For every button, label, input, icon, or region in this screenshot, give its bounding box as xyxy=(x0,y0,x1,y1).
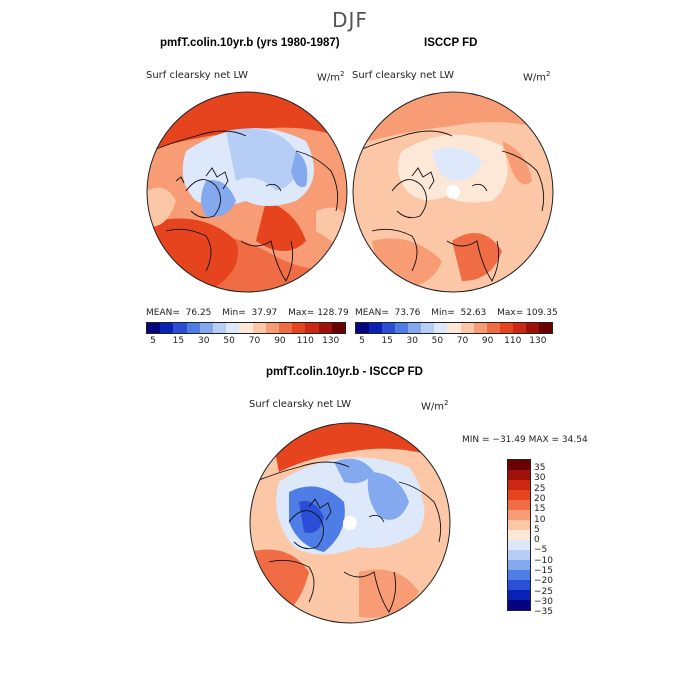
colorbar-swatch xyxy=(538,323,552,333)
colorbar-swatch xyxy=(356,323,370,333)
colorbar-tick-label: 30 xyxy=(198,336,210,346)
colorbar-swatch xyxy=(508,530,530,540)
diff-panel-title: pmfT.colin.10yr.b - ISCCP FD xyxy=(266,366,423,378)
colorbar-tick-label: −20 xyxy=(534,576,553,587)
colorbar-tick-label: 35 xyxy=(534,463,546,473)
colorbar-tick-label: 5 xyxy=(359,336,365,346)
colorbar-tick-label: 30 xyxy=(406,336,418,346)
colorbar-swatch xyxy=(279,323,293,333)
colorbar-swatch xyxy=(395,323,409,333)
colorbar-tick-label: 130 xyxy=(322,336,340,346)
colorbar-tick-label: 50 xyxy=(431,336,444,346)
right-colorbar xyxy=(355,322,553,334)
colorbar-tick-label: 5 xyxy=(534,524,540,535)
colorbar-swatch xyxy=(508,570,530,580)
colorbar-tick-label: −10 xyxy=(534,555,553,566)
colorbar-tick-label: −25 xyxy=(534,586,553,597)
colorbar-tick-label: 10 xyxy=(534,514,546,525)
colorbar-swatch xyxy=(508,490,530,500)
colorbar-swatch xyxy=(508,520,530,530)
colorbar-tick-label: 15 xyxy=(534,504,546,515)
colorbar-swatch xyxy=(460,323,474,333)
colorbar-swatch xyxy=(525,323,539,333)
colorbar-tick-label: 90 xyxy=(481,336,494,346)
left-colorbar xyxy=(146,322,346,334)
colorbar-tick-label: 15 xyxy=(381,336,393,346)
right-stats: MEAN= 73.76 Min= 52.63 Max= 109.35 xyxy=(355,308,558,318)
colorbar-swatch xyxy=(434,323,448,333)
colorbar-swatch xyxy=(508,540,530,550)
colorbar-swatch xyxy=(508,460,530,470)
colorbar-tick-label: 70 xyxy=(248,336,261,346)
colorbar-tick-label: 130 xyxy=(529,336,547,346)
colorbar-swatch xyxy=(147,323,161,333)
left-colorbar-ticks: 5 15 30 50 70 90 110 130 xyxy=(146,336,346,348)
colorbar-swatch xyxy=(382,323,396,333)
colorbar-swatch xyxy=(199,323,214,333)
colorbar-swatch xyxy=(508,510,530,520)
diff-variable-label: Surf clearsky net LW xyxy=(249,399,352,410)
colorbar-tick-label: 110 xyxy=(504,336,522,346)
colorbar-swatch xyxy=(508,600,530,610)
colorbar-swatch xyxy=(252,323,266,333)
colorbar-tick-label: 25 xyxy=(534,483,546,494)
colorbar-swatch xyxy=(508,560,530,570)
colorbar-tick-label: −30 xyxy=(534,596,553,607)
colorbar-swatch xyxy=(508,590,530,600)
left-panel-title: pmfT.colin.10yr.b (yrs 1980-1987) xyxy=(160,37,340,49)
left-stats: MEAN= 76.25 Min= 37.97 Max= 128.79 xyxy=(146,308,349,318)
diff-colorbar-ticks: 35 30 25 20 15 10 5 0 −5 −10 −15 −20 −25 −30 −35 xyxy=(534,459,574,621)
colorbar-swatch xyxy=(318,323,332,333)
right-variable-label: Surf clearsky net LW xyxy=(352,70,455,81)
colorbar-swatch xyxy=(508,580,530,590)
left-variable-label: Surf clearsky net LW xyxy=(146,70,249,81)
colorbar-tick-label: 90 xyxy=(274,336,286,346)
colorbar-swatch xyxy=(447,323,461,333)
diff-minmax: MIN = −31.49 MAX = 34.54 xyxy=(462,435,588,445)
colorbar-swatch xyxy=(508,500,530,510)
colorbar-swatch xyxy=(508,470,530,480)
colorbar-swatch xyxy=(421,323,435,333)
colorbar-swatch xyxy=(486,323,500,333)
colorbar-tick-label: −15 xyxy=(534,566,553,576)
colorbar-tick-label: 70 xyxy=(456,336,469,346)
colorbar-swatch xyxy=(305,323,319,333)
colorbar-tick-label: 5 xyxy=(150,336,156,346)
colorbar-swatch xyxy=(160,323,174,333)
colorbar-swatch xyxy=(408,323,422,333)
colorbar-swatch xyxy=(508,550,530,560)
colorbar-tick-label: 20 xyxy=(534,493,546,504)
right-polar-map xyxy=(352,91,554,293)
right-panel-title: ISCCP FD xyxy=(424,37,478,49)
colorbar-swatch xyxy=(512,323,526,333)
right-colorbar-ticks: 5 15 30 50 70 90 110 130 xyxy=(355,336,553,348)
colorbar-swatch xyxy=(265,323,280,333)
colorbar-tick-label: 0 xyxy=(534,535,540,546)
left-polar-map xyxy=(146,91,348,293)
colorbar-tick-label: 15 xyxy=(172,336,185,346)
colorbar-swatch xyxy=(226,323,240,333)
colorbar-tick-label: 50 xyxy=(223,336,235,346)
colorbar-swatch xyxy=(473,323,487,333)
colorbar-swatch xyxy=(173,323,187,333)
colorbar-tick-label: −35 xyxy=(534,607,553,618)
colorbar-swatch xyxy=(331,323,346,333)
right-units-label: W/m2 xyxy=(523,70,551,84)
diff-units-label: W/m2 xyxy=(421,399,449,413)
colorbar-tick-label: 30 xyxy=(534,473,546,484)
colorbar-swatch xyxy=(499,323,513,333)
colorbar-swatch xyxy=(186,323,200,333)
colorbar-swatch xyxy=(213,323,227,333)
colorbar-swatch xyxy=(292,323,306,333)
diff-polar-map xyxy=(249,422,451,624)
colorbar-swatch xyxy=(369,323,383,333)
colorbar-swatch xyxy=(239,323,253,333)
colorbar-swatch xyxy=(508,480,530,490)
main-title: DJF xyxy=(332,8,368,32)
colorbar-tick-label: 110 xyxy=(296,336,314,346)
diff-colorbar xyxy=(507,459,531,611)
colorbar-tick-label: −5 xyxy=(534,545,548,556)
left-units-label: W/m2 xyxy=(317,70,345,84)
